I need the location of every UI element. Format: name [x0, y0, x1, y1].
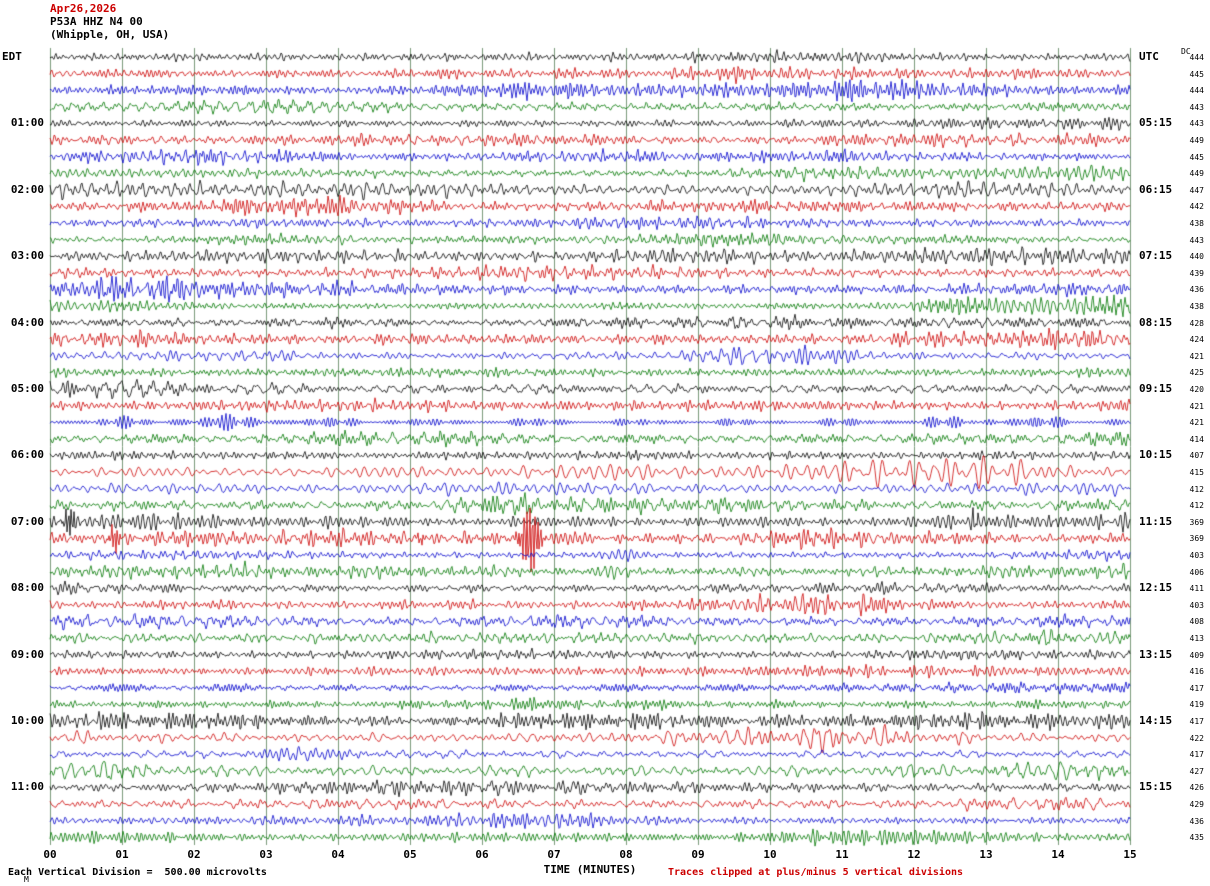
x-tick-label: 01 — [115, 848, 129, 861]
dc-value: 443 — [1189, 235, 1204, 245]
edt-time-label: 03:00 — [10, 249, 44, 263]
utc-time-label: 09:15 — [1139, 382, 1173, 395]
dc-value: 411 — [1189, 584, 1204, 594]
dc-value: 439 — [1189, 268, 1204, 278]
edt-time-label: 06:00 — [10, 448, 44, 462]
utc-timezone-label: UTC — [1139, 50, 1159, 63]
dc-value: 443 — [1189, 102, 1204, 112]
dc-value: 442 — [1189, 202, 1204, 212]
edt-time-label: 08:00 — [10, 581, 44, 595]
location-label: (Whipple, OH, USA) — [50, 28, 170, 41]
dc-value: 428 — [1189, 318, 1204, 328]
dc-value: 403 — [1189, 551, 1204, 560]
utc-time-label: 15:15 — [1139, 780, 1173, 794]
dc-value: 420 — [1189, 385, 1204, 394]
utc-time-label: 07:15 — [1139, 249, 1173, 263]
dc-value: 443 — [1189, 119, 1204, 129]
date-label: Apr26,2026 — [50, 2, 117, 15]
dc-value: 415 — [1189, 468, 1204, 477]
dc-value: 414 — [1189, 434, 1204, 444]
dc-value: 426 — [1189, 783, 1204, 793]
dc-value: 417 — [1189, 683, 1204, 693]
dc-value: 445 — [1189, 152, 1204, 162]
utc-time-label: 10:15 — [1139, 448, 1173, 462]
dc-value: 436 — [1189, 285, 1204, 295]
dc-value: 422 — [1189, 733, 1204, 743]
x-tick-label: 10 — [763, 848, 777, 861]
dc-value: 417 — [1189, 717, 1204, 726]
dc-value: 444 — [1189, 53, 1204, 62]
utc-time-label: 14:15 — [1139, 714, 1173, 727]
edt-time-label: 04:00 — [10, 315, 44, 329]
station-label: P53A HHZ N4 00 — [50, 15, 143, 28]
corner-mark: M — [24, 875, 29, 884]
clip-note: Traces clipped at plus/minus 5 vertical … — [668, 867, 964, 878]
dc-value: 407 — [1189, 451, 1204, 461]
utc-time-label: 06:15 — [1139, 182, 1173, 196]
dc-value: 445 — [1189, 69, 1204, 79]
utc-time-label: 13:15 — [1139, 647, 1173, 661]
edt-time-label: 07:00 — [10, 514, 44, 528]
x-tick-label: 15 — [1123, 848, 1137, 861]
dc-value: 421 — [1189, 418, 1204, 428]
dc-value: 427 — [1189, 766, 1204, 776]
x-tick-label: 00 — [43, 848, 57, 861]
dc-value: 412 — [1189, 484, 1204, 494]
x-tick-label: 12 — [907, 848, 921, 861]
dc-value: 417 — [1189, 750, 1204, 760]
dc-value: 416 — [1189, 667, 1204, 677]
dc-column-label: DC — [1181, 47, 1191, 56]
dc-value: 412 — [1189, 501, 1204, 511]
dc-value: 424 — [1189, 335, 1204, 345]
edt-time-label: 10:00 — [10, 714, 44, 727]
x-tick-label: 07 — [547, 848, 561, 861]
dc-value: 449 — [1189, 136, 1204, 145]
edt-time-label: 05:00 — [10, 382, 44, 395]
x-tick-label: 14 — [1051, 848, 1065, 861]
utc-time-label: 11:15 — [1139, 514, 1173, 528]
dc-value: 438 — [1189, 302, 1204, 311]
dc-value: 447 — [1189, 185, 1204, 195]
x-axis-title: TIME (MINUTES) — [543, 863, 637, 876]
edt-time-label: 02:00 — [10, 182, 44, 196]
utc-time-label: 12:15 — [1139, 581, 1173, 595]
x-tick-label: 02 — [187, 848, 201, 861]
dc-value: 421 — [1189, 351, 1204, 361]
dc-value: 444 — [1189, 86, 1204, 96]
x-tick-label: 06 — [475, 848, 489, 861]
edt-time-label: 01:00 — [10, 116, 44, 130]
dc-value: 449 — [1189, 169, 1204, 179]
dc-value: 369 — [1189, 534, 1204, 544]
x-tick-label: 08 — [619, 848, 633, 861]
dc-value: 369 — [1189, 517, 1204, 527]
dc-value: 435 — [1189, 833, 1204, 843]
x-tick-label: 05 — [403, 848, 417, 861]
dc-value: 409 — [1189, 650, 1204, 660]
utc-time-label: 05:15 — [1139, 116, 1173, 130]
dc-value: 413 — [1189, 634, 1204, 643]
edt-time-label: 09:00 — [10, 647, 44, 661]
edt-time-label: 11:00 — [10, 780, 44, 794]
dc-value: 403 — [1189, 600, 1204, 610]
vertical-division-note: Each Vertical Division = 500.00 microvol… — [8, 867, 267, 878]
x-tick-label: 11 — [835, 848, 849, 861]
edt-timezone-label: EDT — [2, 50, 22, 63]
dc-value: 406 — [1189, 567, 1204, 577]
dc-value: 436 — [1189, 816, 1204, 826]
x-tick-label: 09 — [691, 848, 705, 861]
dc-value: 421 — [1189, 401, 1204, 411]
x-tick-label: 13 — [979, 848, 993, 861]
dc-value: 429 — [1189, 800, 1204, 809]
dc-value: 419 — [1189, 700, 1204, 710]
x-tick-label: 04 — [331, 848, 345, 861]
dc-value: 425 — [1189, 368, 1204, 378]
dc-value: 408 — [1189, 617, 1204, 627]
utc-time-label: 08:15 — [1139, 315, 1173, 329]
dc-value: 440 — [1189, 252, 1204, 262]
dc-value: 438 — [1189, 219, 1204, 228]
x-tick-label: 03 — [259, 848, 273, 861]
